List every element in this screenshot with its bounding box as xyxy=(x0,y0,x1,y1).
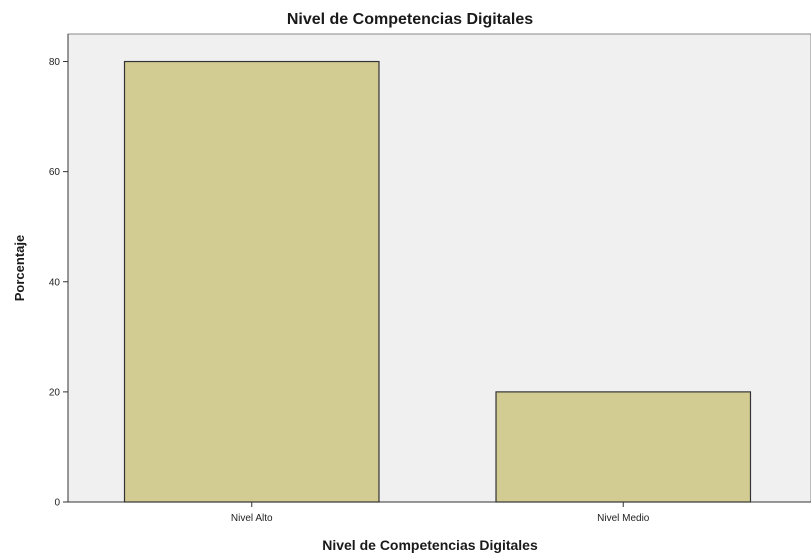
y-tick-label: 40 xyxy=(49,277,61,288)
x-axis-ticks: Nivel Alto Nivel Medio xyxy=(231,502,650,524)
y-tick-label: 20 xyxy=(49,387,61,398)
y-tick-label: 80 xyxy=(49,57,61,68)
y-tick-label: 60 xyxy=(49,167,61,178)
x-axis-label: Nivel de Competencias Digitales xyxy=(322,537,538,553)
bar-nivel-medio xyxy=(495,391,752,503)
x-tick-label: Nivel Alto xyxy=(231,513,273,524)
y-axis-ticks: 0 20 40 60 80 xyxy=(49,57,68,509)
x-tick-label: Nivel Medio xyxy=(597,513,650,524)
y-axis-label: Porcentaje xyxy=(12,235,27,301)
y-tick-label: 0 xyxy=(54,498,60,509)
chart-title: Nivel de Competencias Digitales xyxy=(287,11,533,28)
bars xyxy=(123,60,752,503)
bar-nivel-alto xyxy=(123,60,380,503)
